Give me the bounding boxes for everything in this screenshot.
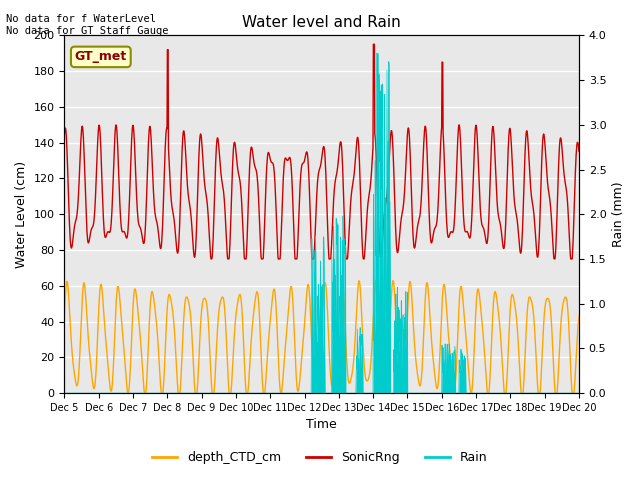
Y-axis label: Water Level (cm): Water Level (cm): [15, 161, 28, 268]
Legend: depth_CTD_cm, SonicRng, Rain: depth_CTD_cm, SonicRng, Rain: [147, 446, 493, 469]
X-axis label: Time: Time: [307, 419, 337, 432]
Title: Water level and Rain: Water level and Rain: [243, 15, 401, 30]
Y-axis label: Rain (mm): Rain (mm): [612, 181, 625, 247]
Text: No data for f WaterLevel
No data for GT Staff Gauge: No data for f WaterLevel No data for GT …: [6, 14, 169, 36]
Text: GT_met: GT_met: [75, 50, 127, 63]
